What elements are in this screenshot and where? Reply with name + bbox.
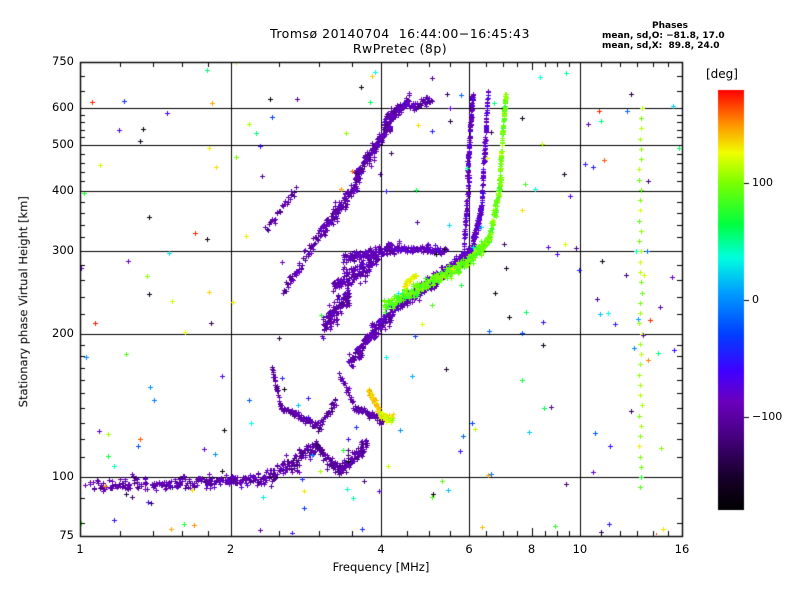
y-tick-label: 200 xyxy=(52,326,74,341)
colorbar-tick-label: 0 xyxy=(752,293,759,306)
colorbar-unit-label: [deg] xyxy=(706,67,738,81)
figure-title-line1: Tromsø 20140704 16:44:00−16:45:43 xyxy=(270,26,530,41)
y-tick-label: 500 xyxy=(52,137,74,152)
phase-stats-o-mode: mean, sd,O: −81.8, 17.0 xyxy=(602,31,725,41)
x-tick-label: 10 xyxy=(572,542,588,556)
x-axis-label: Frequency [MHz] xyxy=(332,560,430,574)
y-tick-label: 75 xyxy=(59,528,74,542)
phase-stats-x-mode: mean, sd,X: 89.8, 24.0 xyxy=(602,41,720,51)
colorbar-tick-label: −100 xyxy=(752,409,783,423)
phase-stats-heading: Phases xyxy=(652,21,688,31)
x-tick-label: 16 xyxy=(674,542,690,556)
y-tick-label: 400 xyxy=(52,183,74,198)
x-tick-label: 2 xyxy=(226,542,235,556)
x-tick-label: 1 xyxy=(76,542,84,556)
y-tick-label: 100 xyxy=(52,468,74,483)
y-axis-label: Stationary phase Virtual Height [km] xyxy=(16,196,31,408)
figure-title-line2: RwPretec (8p) xyxy=(352,41,448,56)
y-tick-label: 300 xyxy=(52,242,74,257)
y-tick-label: 600 xyxy=(52,99,74,114)
colorbar-tick-label: 100 xyxy=(752,176,773,190)
y-tick-label: 750 xyxy=(52,54,74,68)
x-tick-label: 4 xyxy=(377,542,385,556)
x-tick-label: 8 xyxy=(527,542,536,556)
x-tick-label: 6 xyxy=(465,542,473,556)
